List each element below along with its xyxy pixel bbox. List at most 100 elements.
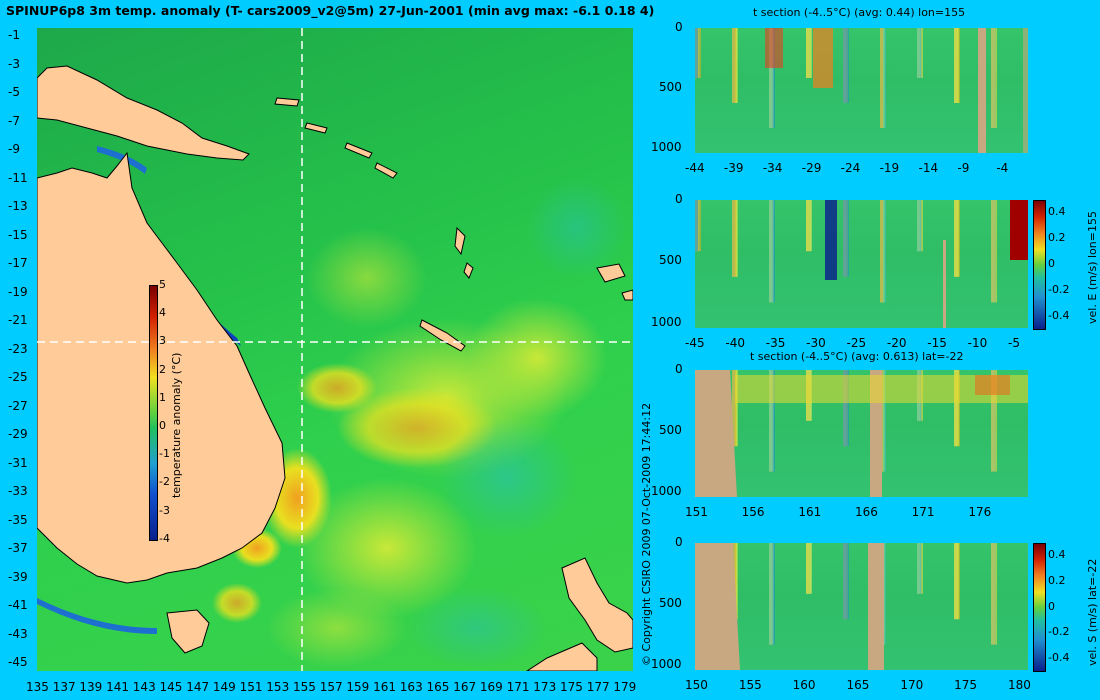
map-canvas — [37, 28, 633, 671]
longitude-tick: 145 — [159, 680, 183, 694]
colorbar-tick: -1 — [159, 447, 170, 461]
x-axis-tick: 175 — [954, 678, 978, 692]
x-axis-tick: 170 — [900, 678, 924, 692]
latitude-tick: -33 — [8, 484, 28, 498]
x-axis-tick: -34 — [762, 161, 783, 175]
new-guinea — [37, 65, 250, 161]
x-axis-tick: 160 — [792, 678, 816, 692]
temperature-anomaly-map: 5 4 3 2 1 0 -1 -2 -3 -4 temperature anomaly (°C) — [37, 28, 633, 671]
depth-tick: 1000 — [651, 483, 682, 498]
longitude-tick: 163 — [399, 680, 423, 694]
latitude-tick: -27 — [8, 398, 28, 413]
latitude-tick: -7 — [8, 113, 20, 128]
x-axis-tick: 156 — [741, 505, 765, 519]
x-axis-tick: 180 — [1008, 678, 1031, 692]
longitude-tick: 169 — [479, 680, 503, 694]
colorbar-tick: -3 — [159, 503, 170, 517]
x-axis-tick: 171 — [911, 505, 935, 519]
new-zealand-north — [561, 557, 633, 653]
latitude-tick: -25 — [8, 370, 28, 384]
figure-title: SPINUP6p8 3m temp. anomaly (T- cars2009_… — [6, 3, 655, 18]
colorbar-tick: -0.4 — [1048, 309, 1070, 322]
latitude-tick: -5 — [8, 85, 20, 99]
colorbar-tick: 0 — [1048, 599, 1055, 613]
section-panel-4 — [695, 543, 1028, 670]
latitude-tick: -3 — [8, 56, 20, 71]
x-axis-tick: -29 — [801, 161, 822, 175]
tasmania — [166, 609, 210, 654]
colorbar-tick: -0.2 — [1048, 283, 1070, 296]
x-axis-tick: -14 — [918, 161, 939, 175]
latitude-tick: -23 — [8, 341, 28, 356]
colorbar-tick: 0 — [1048, 257, 1055, 270]
x-axis-tick: -25 — [846, 336, 867, 350]
colorbar-tick: 4 — [159, 306, 166, 320]
longitude-tick: 149 — [212, 680, 236, 694]
coastal-cold-strip — [37, 598, 157, 634]
solomon-islands — [304, 122, 328, 134]
depth-tick: 0 — [675, 535, 683, 549]
depth-tick: 500 — [659, 422, 682, 437]
x-axis-tick: 166 — [855, 505, 878, 519]
x-axis-tick: 150 — [685, 678, 708, 692]
longitude-tick: 161 — [373, 680, 396, 694]
x-axis-tick: -40 — [725, 336, 745, 350]
fiji — [596, 263, 626, 283]
section-panel-3 — [695, 370, 1028, 497]
depth-tick: 0 — [675, 362, 683, 376]
longitude-tick: 141 — [106, 680, 129, 694]
depth-tick: 1000 — [651, 656, 682, 671]
longitude-tick: 143 — [132, 680, 156, 694]
velocity-colorbar — [1033, 200, 1046, 330]
x-axis-tick: -35 — [765, 336, 786, 350]
temperature-colorbar — [149, 285, 158, 541]
longitude-tick: 155 — [293, 680, 316, 694]
longitude-tick: 139 — [79, 680, 103, 694]
velocity-colorbar — [1033, 543, 1046, 672]
colorbar-tick: -4 — [159, 531, 170, 545]
section-title: t section (-4..5°C) (avg: 0.44) lon=155 — [753, 6, 966, 19]
land-masses — [37, 65, 633, 671]
x-axis-tick: -4 — [996, 161, 1009, 175]
x-axis-tick: 151 — [685, 505, 708, 519]
x-axis-tick: -5 — [1008, 336, 1020, 350]
x-axis-tick: 165 — [846, 678, 870, 692]
x-axis-tick: -30 — [806, 336, 826, 350]
colorbar-tick: 2 — [159, 362, 166, 376]
latitude-tick: -13 — [8, 199, 28, 213]
latitude-tick: -9 — [8, 142, 20, 156]
x-axis-tick: -45 — [685, 336, 705, 350]
longitude-tick: 135 — [26, 680, 49, 694]
section-plot — [695, 28, 1028, 153]
depth-tick: 0 — [675, 192, 683, 206]
longitude-tick: 165 — [426, 680, 450, 694]
section-panel-1 — [695, 28, 1028, 153]
colorbar-tick: -0.2 — [1048, 625, 1070, 639]
copyright-notice: © Copyright CSIRO 2009 07-Oct-2009 17:44… — [640, 402, 653, 666]
x-axis-tick: 161 — [798, 505, 822, 519]
colorbar-tick: 0.4 — [1048, 548, 1066, 561]
x-axis-tick: 176 — [968, 505, 992, 519]
colorbar-tick: 0.2 — [1048, 573, 1066, 587]
depth-tick: 1000 — [651, 314, 682, 329]
colorbar-tick: 0.2 — [1048, 231, 1066, 244]
section-plot — [695, 370, 1028, 497]
latitude-tick: -35 — [8, 512, 28, 527]
colorbar-tick: 5 — [159, 278, 166, 291]
latitude-tick: -31 — [8, 455, 28, 470]
new-zealand-south — [526, 642, 598, 671]
colorbar-label: vel. S (m/s) lat=-22 — [1086, 558, 1099, 666]
x-axis-tick: 155 — [738, 678, 762, 692]
colorbar-tick: 3 — [159, 334, 166, 348]
longitude-tick: 157 — [319, 680, 343, 694]
latitude-tick: -29 — [8, 427, 28, 441]
longitude-tick: 159 — [346, 680, 370, 694]
latitude-tick: -41 — [8, 598, 28, 612]
depth-tick: 500 — [659, 595, 682, 610]
longitude-tick: 151 — [239, 680, 263, 694]
colorbar-tick: -2 — [159, 475, 170, 489]
section-panel-2 — [695, 200, 1028, 328]
vanuatu — [454, 226, 466, 256]
coastal-cold-strip — [187, 288, 241, 346]
longitude-tick: 147 — [186, 680, 210, 694]
